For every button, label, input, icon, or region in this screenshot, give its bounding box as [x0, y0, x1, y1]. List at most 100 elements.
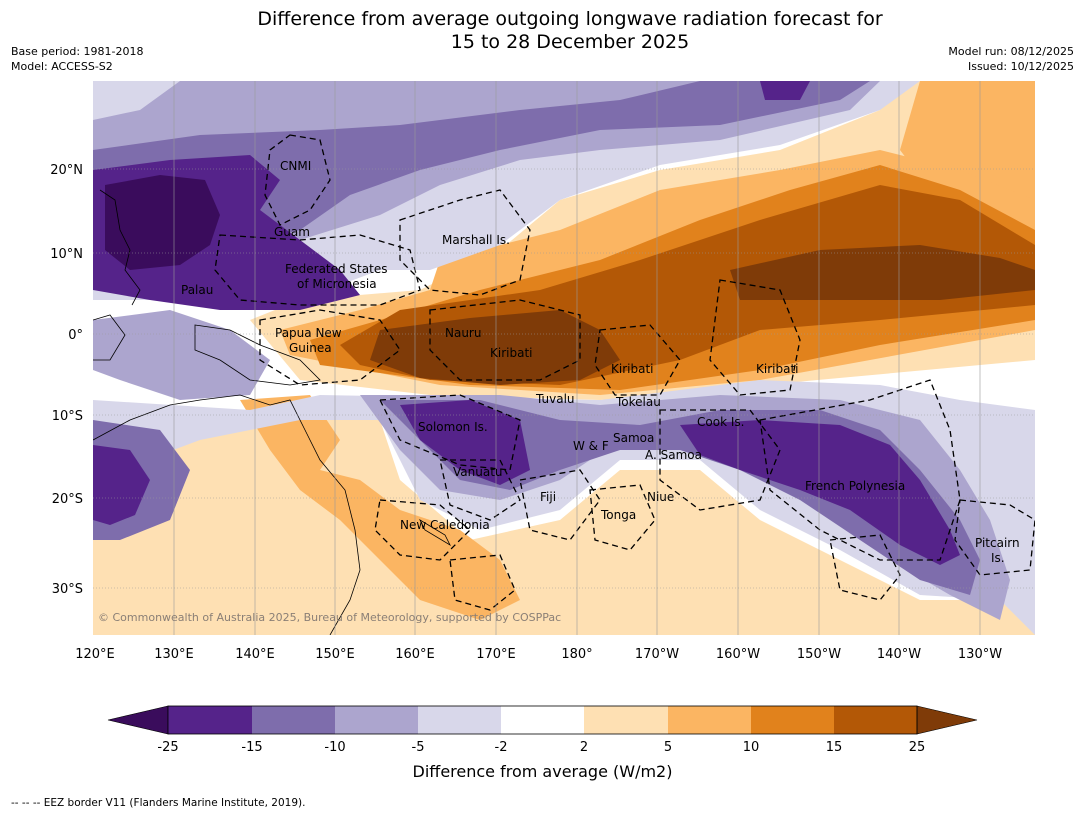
meta-left: Base period: 1981-2018 Model: ACCESS-S2 [11, 44, 143, 74]
negative-anomaly-top-strong [760, 81, 810, 100]
eez-png [259, 309, 401, 386]
chart-title: Difference from average outgoing longwav… [0, 8, 1085, 54]
colorbar: -25 -15 -10 -5 -2 2 5 10 15 25 [107, 705, 978, 755]
colorbar-tick: -25 [157, 740, 178, 755]
lon-label: 120°E [75, 647, 115, 662]
eez-kiribati-east [709, 279, 801, 396]
eez-borders [214, 134, 1035, 611]
eez-fiji [519, 469, 601, 541]
label-palau: Palau [181, 283, 213, 297]
lat-label: 20°S [52, 492, 83, 507]
colorbar-tick: 2 [580, 740, 588, 755]
colorbar-min-arrow [107, 705, 169, 735]
lat-label: 20°N [50, 163, 83, 178]
lat-label: 10°N [50, 247, 83, 262]
label-marshall: Marshall Is. [442, 233, 510, 247]
title-line-2: 15 to 28 December 2025 [450, 31, 690, 53]
lon-label: 180° [561, 647, 592, 662]
eez-pitcairn [954, 499, 1035, 576]
colorbar-outline [167, 705, 918, 735]
eez-south-tasman [449, 554, 516, 611]
label-wf: W & F [573, 439, 609, 453]
place-labels: CNMI Guam Marshall Is. Federated States … [181, 159, 1020, 565]
coast-philippines [99, 189, 141, 306]
label-kiribati-west: Kiribati [490, 346, 532, 360]
label-tokelau: Tokelau [615, 395, 661, 409]
eez-tonga [589, 484, 656, 551]
eez-south-central [829, 534, 901, 601]
colorbar-label: Difference from average (W/m2) [412, 762, 673, 781]
eez-polynesia [759, 379, 961, 561]
eez-vanuatu [439, 459, 521, 521]
meta-right: Model run: 08/12/2025 Issued: 10/12/2025 [948, 44, 1074, 74]
model-run: Model run: 08/12/2025 [948, 45, 1074, 58]
label-fiji: Fiji [540, 490, 556, 504]
label-kiribati-east: Kiribati [756, 362, 798, 376]
label-tuvalu: Tuvalu [535, 392, 575, 406]
label-nauru: Nauru [445, 326, 481, 340]
negative-anomaly-north-strong [93, 81, 870, 270]
lon-label: 170°E [476, 647, 516, 662]
lon-label: 150°E [315, 647, 355, 662]
label-pitcairn-2: Is. [991, 551, 1005, 565]
colorbar-swatch [418, 706, 501, 734]
label-french-polynesia: French Polynesia [805, 479, 905, 493]
label-vanuatu: Vanuatu [453, 465, 503, 479]
eez-cook [659, 409, 781, 511]
positive-anomaly-south [93, 400, 1035, 635]
map-fill: CNMI Guam Marshall Is. Federated States … [93, 81, 1035, 635]
colorbar-ticks: -25 -15 -10 -5 -2 2 5 10 15 25 [157, 740, 925, 755]
colorbar-tick: 25 [909, 740, 926, 755]
lat-label: 10°S [52, 409, 83, 424]
lon-label: 140°E [235, 647, 275, 662]
eez-marshall [399, 189, 531, 296]
label-png-2: Guinea [289, 341, 332, 355]
colorbar-tick: -5 [412, 740, 425, 755]
coast-new-guinea [194, 324, 321, 386]
negative-anomaly-north-extreme [105, 175, 220, 270]
lon-label: 150°W [797, 647, 841, 662]
colorbar-swatch [501, 706, 584, 734]
eez-micronesia [214, 234, 421, 306]
title-line-1: Difference from average outgoing longwav… [257, 8, 883, 30]
label-niue: Niue [647, 490, 674, 504]
label-fsm-2: of Micronesia [297, 277, 377, 291]
colorbar-max-arrow [916, 705, 978, 735]
label-kiribati-central: Kiribati [611, 362, 653, 376]
label-solomon: Solomon Is. [418, 420, 488, 434]
lat-label: 30°S [52, 582, 83, 597]
lat-axis-labels: 20°N 10°N 0° 10°S 20°S 30°S [50, 163, 83, 597]
colorbar-tick: 15 [826, 740, 843, 755]
colorbar-tick: 10 [743, 740, 760, 755]
graticule [93, 81, 1035, 635]
label-asamoa: A. Samoa [645, 448, 702, 462]
label-guam: Guam [274, 225, 310, 239]
label-new-caledonia: New Caledonia [400, 518, 490, 532]
colorbar-swatch [834, 706, 917, 734]
positive-anomaly-25-plus [370, 310, 620, 385]
negative-anomaly-south-very-strong [400, 400, 530, 485]
label-samoa: Samoa [613, 431, 654, 445]
label-tonga: Tonga [600, 508, 636, 522]
lon-axis-labels: 120°E 130°E 140°E 150°E 160°E 170°E 180°… [75, 647, 1002, 662]
coast-new-caledonia [419, 518, 451, 547]
negative-anomaly-west-south-strong [93, 445, 150, 525]
copyright-notice: © Commonwealth of Australia 2025, Bureau… [98, 611, 561, 624]
label-png-1: Papua New [275, 326, 342, 340]
lon-label: 170°W [635, 647, 679, 662]
colorbar-tick: -15 [241, 740, 262, 755]
lon-label: 160°E [395, 647, 435, 662]
eez-solomon [378, 394, 521, 471]
colorbar-swatch [751, 706, 834, 734]
eez-newcal [374, 499, 471, 561]
eez-footnote: -- -- -- EEZ border V11 (Flanders Marine… [11, 797, 306, 809]
negative-anomaly-maritime [93, 310, 270, 400]
lon-label: 160°W [716, 647, 760, 662]
colorbar-swatch [668, 706, 751, 734]
colorbar-swatch [252, 706, 335, 734]
lon-label: 130°E [154, 647, 194, 662]
coast-borneo [93, 314, 126, 361]
model-name: Model: ACCESS-S2 [11, 60, 113, 73]
issued-date: Issued: 10/12/2025 [967, 60, 1074, 73]
